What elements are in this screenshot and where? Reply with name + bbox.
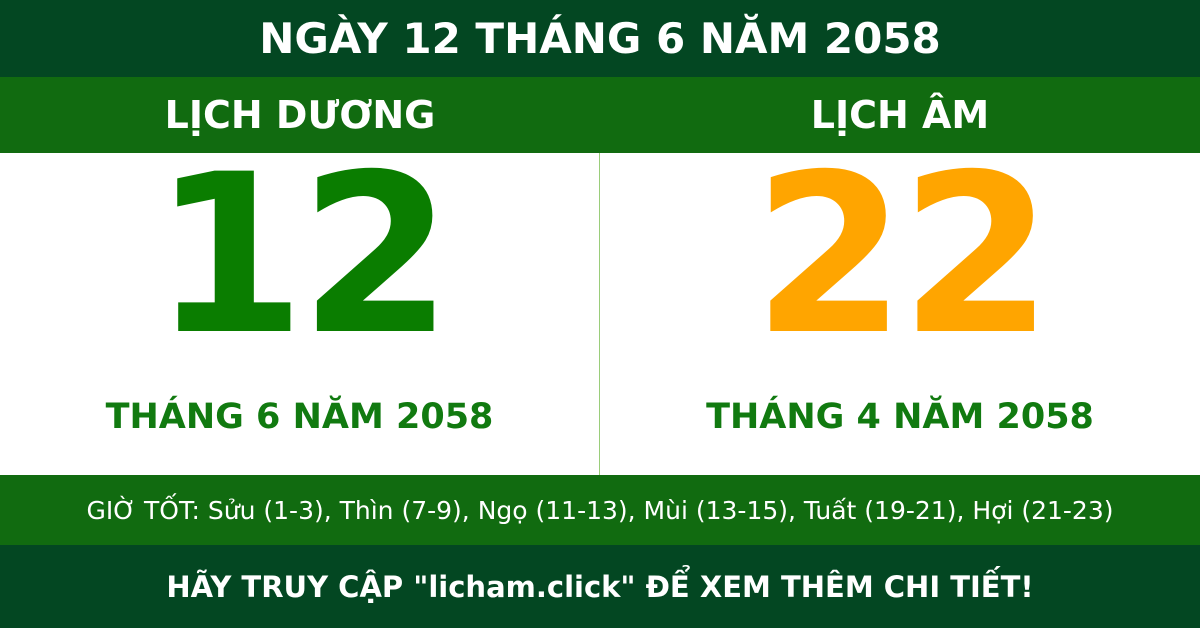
lunar-panel: 22 THÁNG 4 NĂM 2058 (600, 127, 1200, 475)
lunar-month-year: THÁNG 4 NĂM 2058 (706, 397, 1094, 437)
lunar-calendar-label: LỊCH ÂM (810, 93, 990, 137)
solar-panel: 12 THÁNG 6 NĂM 2058 (0, 127, 600, 475)
lunar-day: 22 (752, 127, 1053, 383)
calendar-headers: LỊCH DƯƠNG LỊCH ÂM (0, 77, 1200, 153)
good-hours: GIỜ TỐT: Sửu (1-3), Thìn (7-9), Ngọ (11-… (0, 475, 1200, 545)
solar-calendar-label: LỊCH DƯƠNG (164, 93, 436, 137)
solar-month-year: THÁNG 6 NĂM 2058 (105, 397, 494, 437)
footer-cta: HÃY TRUY CẬP "licham.click" ĐỂ XEM THÊM … (0, 545, 1200, 628)
calendar-body: 12 THÁNG 6 NĂM 2058 22 THÁNG 4 NĂM 2058 (0, 127, 1200, 475)
solar-day: 12 (152, 127, 452, 383)
page-title: NGÀY 12 THÁNG 6 NĂM 2058 (0, 0, 1200, 77)
